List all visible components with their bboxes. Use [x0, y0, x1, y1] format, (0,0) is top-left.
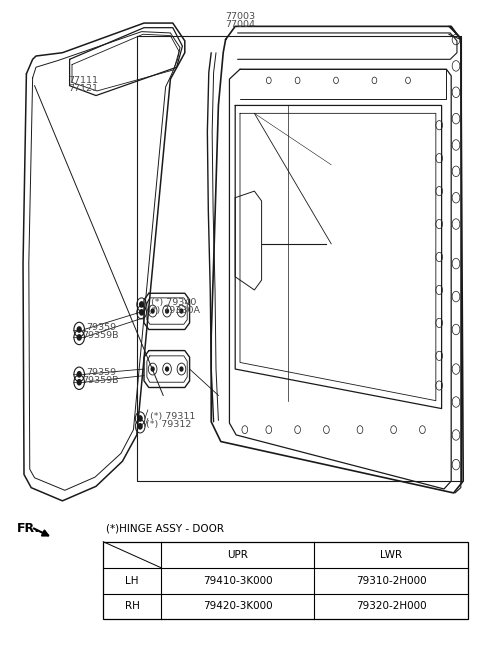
Text: (*) 79330A: (*) 79330A: [148, 306, 200, 315]
Text: 79359B: 79359B: [83, 331, 119, 340]
Text: LWR: LWR: [380, 550, 402, 559]
Text: 77121: 77121: [69, 84, 99, 93]
Text: (*) 79311: (*) 79311: [150, 412, 196, 421]
Text: FR.: FR.: [17, 522, 40, 535]
Text: 79359: 79359: [86, 368, 117, 377]
Text: (*) 79312: (*) 79312: [146, 420, 192, 429]
Text: 79359: 79359: [86, 323, 117, 332]
Circle shape: [140, 310, 144, 315]
Text: 79320-2H000: 79320-2H000: [356, 602, 427, 612]
Text: 77003: 77003: [225, 12, 255, 21]
Text: RH: RH: [125, 602, 139, 612]
Circle shape: [77, 380, 81, 385]
Circle shape: [180, 309, 183, 313]
Text: UPR: UPR: [227, 550, 248, 559]
Text: 79359B: 79359B: [83, 376, 119, 385]
Circle shape: [180, 367, 183, 371]
Text: LH: LH: [125, 575, 139, 586]
Circle shape: [151, 309, 154, 313]
Circle shape: [166, 367, 168, 371]
Circle shape: [77, 372, 81, 377]
Text: 79420-3K000: 79420-3K000: [203, 602, 273, 612]
Text: (*)HINGE ASSY - DOOR: (*)HINGE ASSY - DOOR: [106, 524, 224, 534]
Circle shape: [140, 302, 144, 307]
Circle shape: [166, 309, 168, 313]
Text: 77111: 77111: [69, 76, 99, 85]
Circle shape: [138, 424, 142, 429]
Text: 79310-2H000: 79310-2H000: [356, 575, 427, 586]
Circle shape: [77, 335, 81, 340]
Bar: [103, 542, 468, 619]
Text: (*) 79340: (*) 79340: [151, 298, 197, 307]
Circle shape: [138, 416, 142, 421]
Circle shape: [151, 367, 154, 371]
Text: 79410-3K000: 79410-3K000: [203, 575, 273, 586]
Text: 77004: 77004: [225, 20, 255, 29]
Circle shape: [77, 327, 81, 332]
